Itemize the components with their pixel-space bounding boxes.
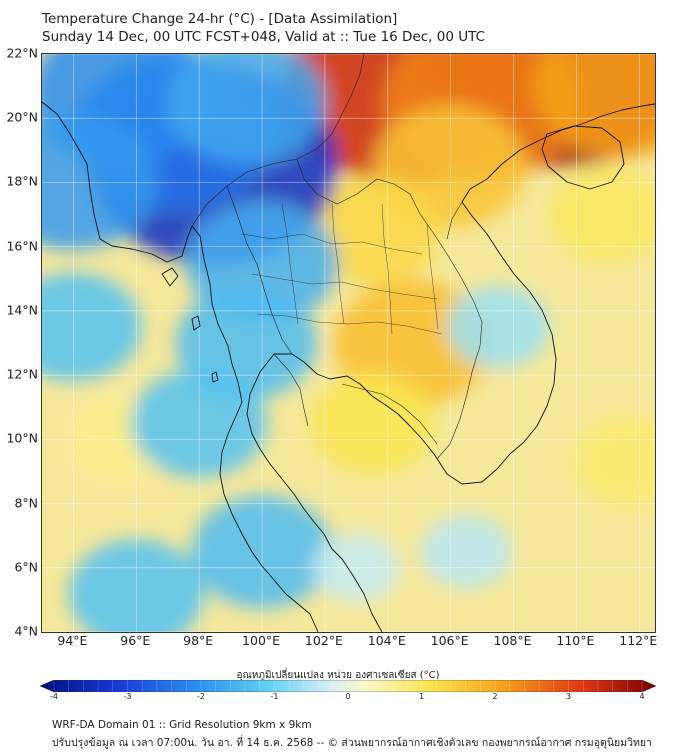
lon-tick-label: 102°E	[304, 633, 343, 648]
coastline-gulf	[246, 103, 655, 632]
colorbar-tick-label: 4	[639, 692, 645, 701]
lat-tick-label: 8°N	[14, 495, 38, 511]
lat-tick-label: 20°N	[6, 109, 38, 125]
lon-tick-label: 100°E	[242, 633, 281, 648]
colorbar	[40, 680, 656, 692]
map-panel[interactable]	[41, 53, 656, 633]
lat-tick-label: 16°N	[6, 238, 38, 254]
field-anomaly	[446, 285, 550, 369]
lat-tick-label: 4°N	[14, 623, 38, 639]
colorbar-tick-label: 1	[418, 692, 425, 701]
country-borders	[191, 54, 483, 460]
field-anomaly	[167, 54, 326, 166]
lon-tick-label: 110°E	[556, 633, 595, 648]
lon-tick-label: 96°E	[120, 633, 151, 648]
lon-tick-label: 98°E	[183, 633, 214, 648]
temperature-change-map[interactable]	[42, 54, 655, 632]
field-anomaly	[309, 373, 435, 474]
province-borders	[241, 203, 443, 335]
lat-tick-label: 14°N	[6, 302, 38, 318]
lon-tick-label: 104°E	[367, 633, 406, 648]
colorbar-tick-label: -3	[123, 692, 132, 701]
colorbar-title: อุณหภูมิเปลี่ยนแปลง หน่วย องศาเซลเซียส (…	[236, 670, 440, 681]
chart-subtitle: Sunday 14 Dec, 00 UTC FCST+048, Valid at…	[42, 29, 485, 45]
colorbar-tick-label: 3	[565, 692, 572, 701]
colorbar-tick-label: 0	[345, 692, 351, 701]
coastline-mainland	[42, 101, 319, 632]
field-anomaly	[42, 272, 142, 382]
coastline-hainan	[541, 125, 625, 190]
lon-tick-label: 94°E	[57, 633, 88, 648]
field-anomaly	[533, 54, 655, 159]
field-anomaly	[548, 166, 655, 263]
colorbar-tick-label: -1	[270, 692, 279, 701]
lat-tick-label: 12°N	[6, 366, 38, 382]
lat-tick-label: 22°N	[6, 45, 38, 61]
footer-model-info: WRF-DA Domain 01 :: Grid Resolution 9km …	[52, 719, 312, 731]
coastline-islands	[161, 267, 219, 383]
field-anomaly	[572, 416, 655, 508]
chart-title: Temperature Change 24-hr (°C) - [Data As…	[42, 11, 398, 27]
colorbar-tick-label: 2	[492, 692, 498, 701]
colorbar-tick-label: -2	[197, 692, 205, 701]
lon-tick-label: 112°E	[619, 633, 658, 648]
lat-tick-label: 6°N	[14, 559, 38, 575]
lon-tick-label: 106°E	[430, 633, 469, 648]
lon-tick-label: 108°E	[493, 633, 532, 648]
footer-credit: ปรับปรุงข้อมูล ณ เวลา 07:00น. วัน อา. ที…	[52, 737, 652, 749]
colorbar-tick-label: -4	[50, 692, 58, 701]
lat-tick-label: 18°N	[6, 173, 38, 189]
lat-tick-label: 10°N	[6, 430, 38, 446]
field-anomaly	[420, 514, 513, 589]
